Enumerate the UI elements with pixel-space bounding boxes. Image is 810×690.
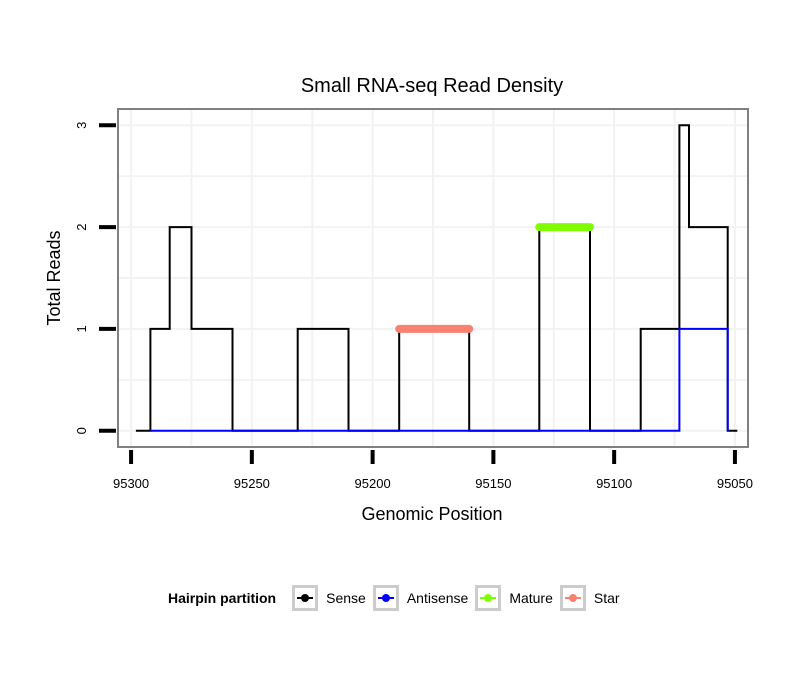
legend-key-antisense-icon	[372, 585, 399, 611]
legend-item-mature: Mature	[475, 585, 553, 611]
y-tick-label: 3	[74, 122, 89, 129]
legend-label-sense: Sense	[326, 590, 366, 606]
x-tick-label: 95250	[234, 476, 270, 491]
series-line-antisense	[150, 327, 729, 432]
legend-key-sense-icon	[292, 585, 319, 611]
y-tick-label: 1	[74, 325, 89, 332]
chart-title: Small RNA-seq Read Density	[301, 75, 563, 97]
legend-key-mature-icon	[475, 585, 502, 611]
legend-label-star: Star	[593, 590, 620, 606]
legend-key-star-icon	[559, 585, 586, 611]
grid	[119, 110, 747, 446]
x-axis-label: Genomic Position	[361, 504, 502, 524]
x-tick-label: 95150	[475, 476, 511, 491]
x-tick-label: 95050	[717, 476, 753, 491]
plot-panel-border	[117, 108, 749, 448]
x-tick-label: 95200	[355, 476, 391, 491]
series-layer	[135, 124, 738, 432]
legend-label-mature: Mature	[509, 590, 553, 606]
legend-label-antisense: Antisense	[406, 590, 469, 606]
legend-item-star: Star	[559, 585, 620, 611]
x-tick-label: 95100	[596, 476, 632, 491]
y-axis: 0 1 2 3	[74, 122, 116, 434]
y-axis-label: Total Reads	[44, 230, 64, 325]
legend-item-sense: Sense	[292, 585, 366, 611]
y-tick-label: 0	[74, 427, 89, 434]
legend-title: Hairpin partition	[168, 590, 277, 606]
legend: Hairpin partition Sense Antisense Mature…	[168, 584, 627, 612]
y-tick-label: 2	[74, 223, 89, 230]
x-axis: 95300 95250 95200 95150 95100 95050	[113, 450, 753, 491]
x-tick-label: 95300	[113, 476, 149, 491]
legend-item-antisense: Antisense	[372, 585, 469, 611]
